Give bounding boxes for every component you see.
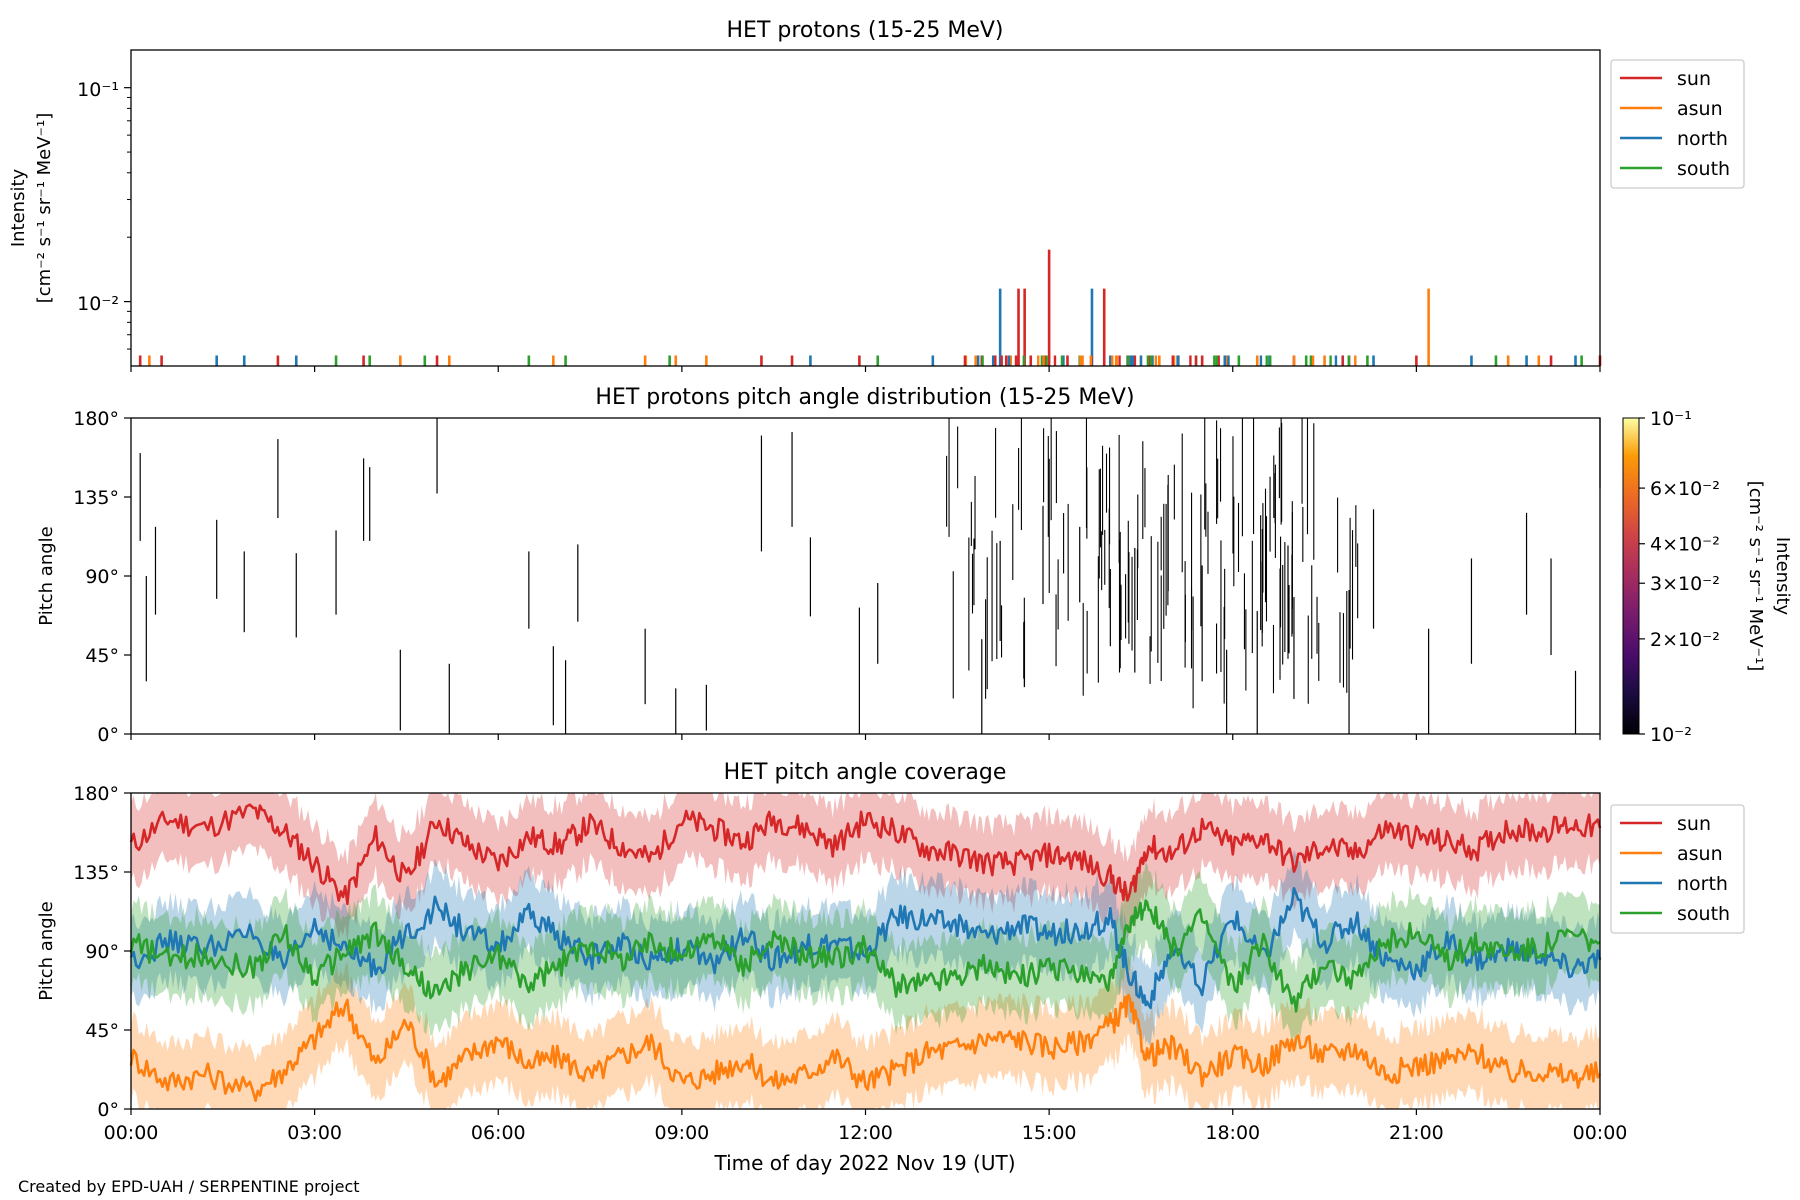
intensity-y-ticks (124, 87, 131, 350)
panel3-ylabel: Pitch angle (36, 901, 57, 1000)
y-tick-label: 90° (85, 941, 119, 963)
y-tick-label: 180° (73, 408, 119, 430)
colorbar-tick-label: 2×10⁻² (1650, 629, 1720, 651)
y-tick-label: 135° (73, 862, 119, 884)
legend-label-north: north (1677, 873, 1728, 895)
colorbar-tick-label: 4×10⁻² (1650, 534, 1720, 556)
intensity-plot-area (138, 249, 1602, 366)
coverage-plot-area (129, 793, 1602, 1109)
pitch-angle-coverage-panel: HET pitch angle coverage Pitch angle 0° 4… (36, 760, 1745, 1121)
x-tick-label: 03:00 (287, 1122, 342, 1144)
x-tick-label: 21:00 (1389, 1122, 1444, 1144)
x-tick-label: 18:00 (1205, 1122, 1260, 1144)
coverage-band-asun (131, 956, 1600, 1109)
y-tick-label: 135° (73, 487, 119, 509)
colorbar-tick-label: 6×10⁻² (1650, 478, 1720, 500)
panel1-ytick-label-0: 10⁻¹ (77, 79, 119, 101)
panel1-ylabel-line2: [cm⁻² s⁻¹ sr⁻¹ MeV⁻¹] (34, 113, 55, 304)
coverage-line-north (129, 887, 1602, 1010)
legend-label-south: south (1677, 158, 1730, 180)
x-tick-label: 00:00 (104, 1122, 159, 1144)
colorbar-ticks: 10⁻¹ 6×10⁻² 4×10⁻² 3×10⁻² 2×10⁻² 10⁻² (1639, 408, 1720, 746)
coverage-band-sun (131, 793, 1600, 943)
legend-label-north: north (1677, 128, 1728, 150)
colorbar-tick-label: 10⁻¹ (1650, 408, 1692, 430)
legend-frame (1610, 59, 1745, 189)
panel2-title: HET protons pitch angle distribution (15… (595, 385, 1134, 410)
x-tick-label: 00:00 (1573, 1122, 1628, 1144)
coverage-legend: sun asun north south (1610, 804, 1745, 934)
colorbar-tick-label: 10⁻² (1650, 724, 1692, 746)
intensity-axes-frame (130, 49, 1601, 367)
footer-credit: Created by EPD-UAH / SERPENTINE project (18, 1177, 360, 1196)
x-axis-label: Time of day 2022 Nov 19 (UT) (714, 1151, 1016, 1175)
intensity-legend: sun asun north south (1610, 59, 1745, 189)
pad-axes-frame (130, 417, 1601, 735)
pitch-angle-distribution-panel: HET protons pitch angle distribution (15… (36, 385, 1793, 746)
legend-label-south: south (1677, 903, 1730, 925)
panel1-ytick-label-1: 10⁻² (77, 293, 119, 315)
colorbar-label-line1: Intensity (1772, 537, 1793, 616)
legend-label-asun: asun (1677, 98, 1723, 120)
legend-label-sun: sun (1677, 68, 1711, 90)
colorbar-label-line2: [cm⁻² s⁻¹ sr⁻¹ MeV⁻¹] (1745, 481, 1766, 672)
colorbar-tick-label: 3×10⁻² (1650, 573, 1720, 595)
x-tick-label: 09:00 (654, 1122, 709, 1144)
colorbar: 10⁻¹ 6×10⁻² 4×10⁻² 3×10⁻² 2×10⁻² 10⁻² Intensi… (1622, 408, 1793, 746)
legend-label-asun: asun (1677, 843, 1723, 865)
pad-plot-area (139, 418, 1601, 734)
y-tick-label: 180° (73, 783, 119, 805)
panel1-title: HET protons (15-25 MeV) (727, 18, 1004, 43)
x-tick-label: 06:00 (471, 1122, 526, 1144)
x-tick-label: 15:00 (1022, 1122, 1077, 1144)
y-tick-label: 90° (85, 566, 119, 588)
panel2-ylabel: Pitch angle (36, 526, 57, 625)
pad-y-ticks: 0° 45° 90° 135° 180° (73, 408, 131, 746)
legend-label-sun: sun (1677, 813, 1711, 835)
y-tick-label: 0° (97, 1099, 119, 1121)
intensity-panel: HET protons (15-25 MeV) Intensity [cm⁻² … (8, 18, 1745, 367)
x-axis-ticks: 00:00 03:00 06:00 09:00 12:00 15:00 18:00 21:00… (104, 366, 1628, 1144)
panel1-ylabel-line1: Intensity (8, 168, 29, 247)
coverage-line-south (129, 899, 1601, 1013)
y-tick-label: 0° (97, 724, 119, 746)
coverage-y-ticks: 0° 45° 90° 135° 180° (73, 783, 131, 1121)
coverage-line-asun (129, 993, 1602, 1102)
colorbar-gradient (1622, 417, 1640, 735)
coverage-line-sun (129, 803, 1602, 906)
x-tick-label: 12:00 (838, 1122, 893, 1144)
panel3-title: HET pitch angle coverage (724, 760, 1007, 785)
legend-frame (1610, 804, 1745, 934)
y-tick-label: 45° (85, 1020, 119, 1042)
y-tick-label: 45° (85, 645, 119, 667)
